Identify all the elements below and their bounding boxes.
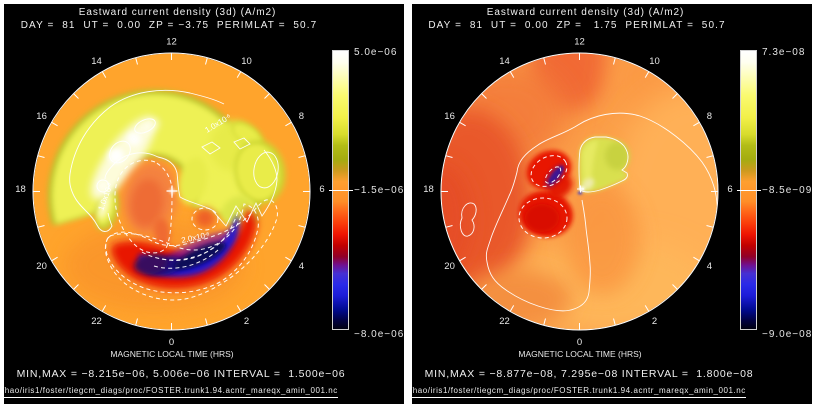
svg-text:8: 8 (299, 111, 304, 122)
svg-text:22: 22 (91, 316, 102, 327)
svg-text:2: 2 (652, 316, 657, 327)
svg-text:18: 18 (15, 184, 26, 195)
svg-text:20: 20 (36, 261, 47, 272)
svg-text:6: 6 (727, 184, 732, 195)
svg-text:16: 16 (444, 111, 455, 122)
svg-text:20: 20 (444, 261, 455, 272)
svg-text:14: 14 (91, 56, 102, 67)
svg-text:0: 0 (577, 337, 582, 348)
svg-text:8: 8 (707, 111, 712, 122)
svg-text:12: 12 (166, 37, 177, 48)
svg-text:4: 4 (299, 261, 304, 272)
svg-text:22: 22 (499, 316, 510, 327)
svg-text:0: 0 (169, 337, 174, 348)
svg-text:10: 10 (649, 56, 660, 67)
svg-text:16: 16 (36, 111, 47, 122)
svg-text:18: 18 (423, 184, 434, 195)
svg-text:2: 2 (244, 316, 249, 327)
svg-text:14: 14 (499, 56, 510, 67)
svg-text:12: 12 (574, 37, 585, 48)
svg-text:4: 4 (707, 261, 712, 272)
svg-text:6: 6 (319, 184, 324, 195)
svg-text:10: 10 (241, 56, 252, 67)
